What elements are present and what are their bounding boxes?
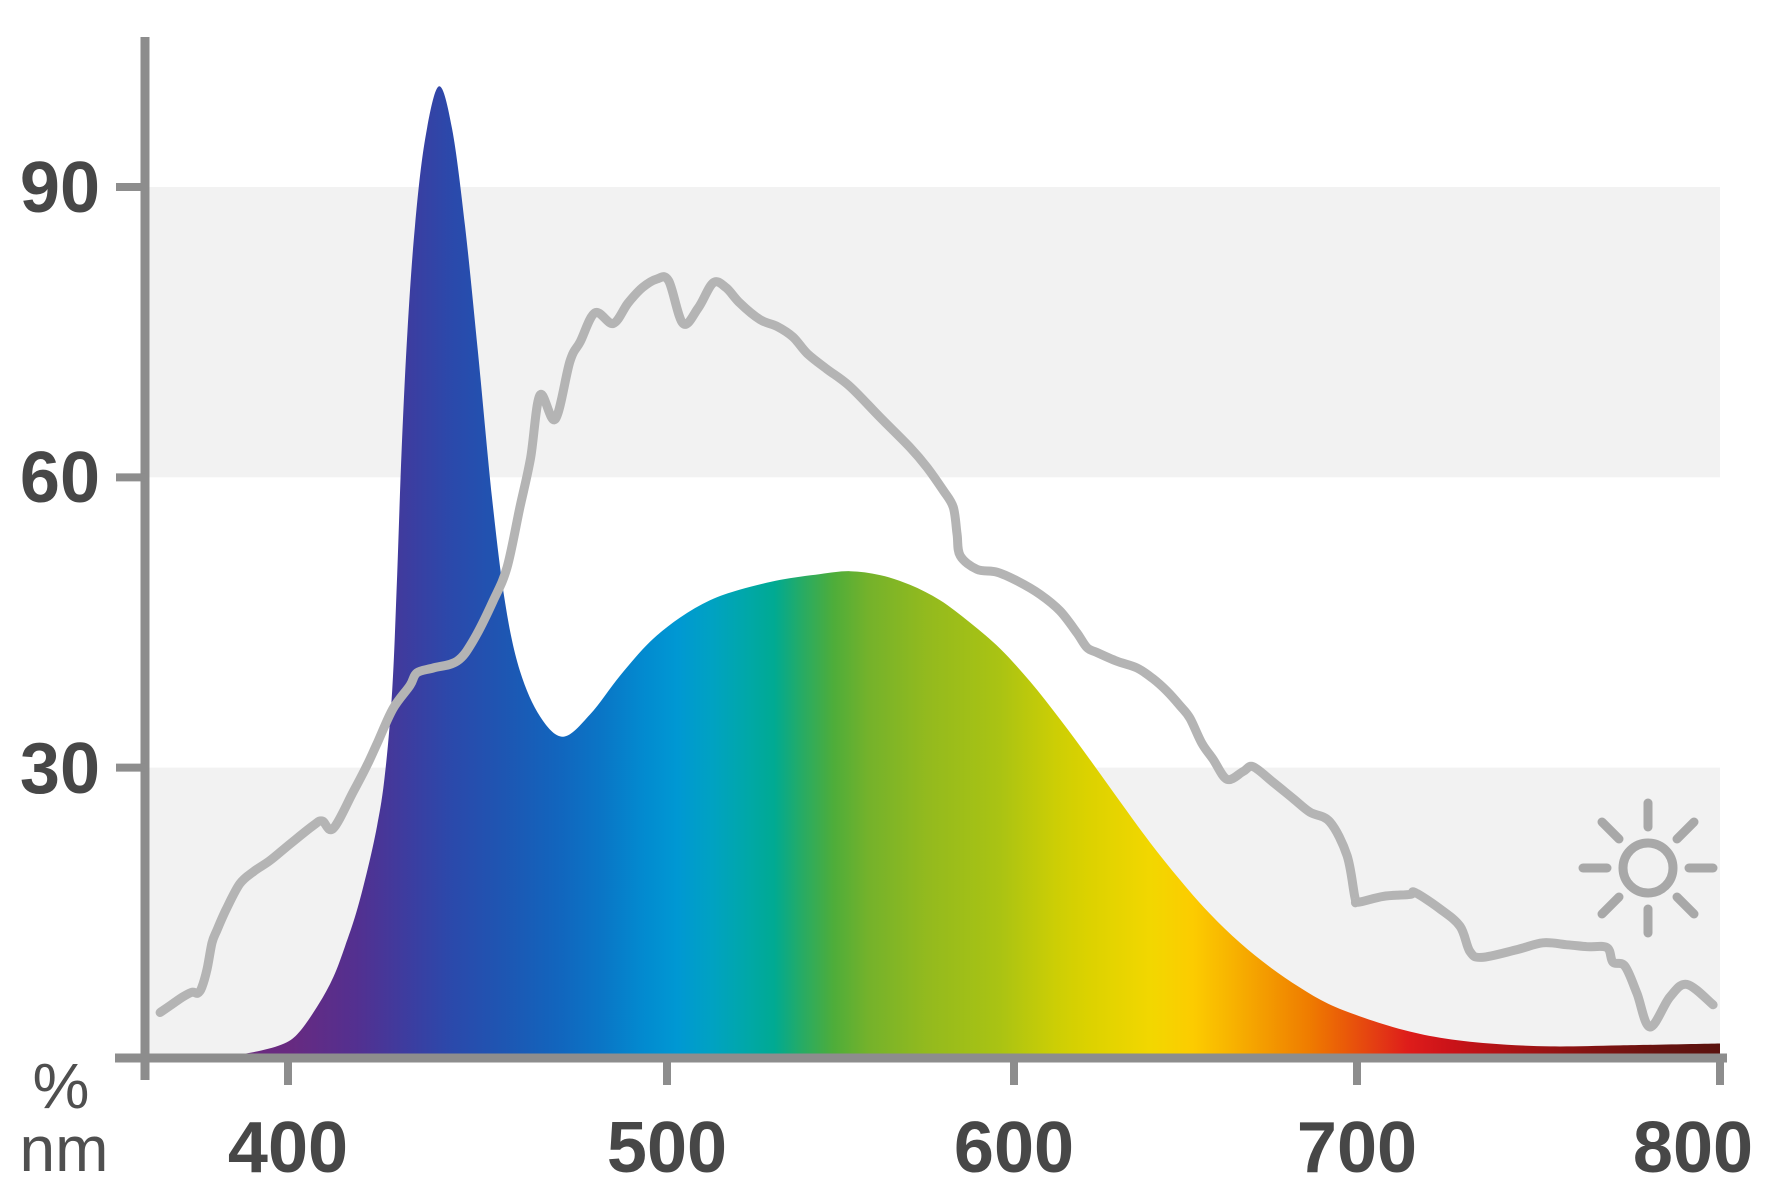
x-tick-label-800: 800 — [1633, 1108, 1753, 1188]
y-tick-label-90: 90 — [20, 148, 100, 228]
x-tick-label-700: 700 — [1297, 1108, 1417, 1188]
sun-core — [1618, 838, 1678, 898]
y-tick-label-60: 60 — [20, 438, 100, 518]
x-tick-label-600: 600 — [954, 1108, 1074, 1188]
sun-ray — [1597, 817, 1624, 844]
sun-ray — [1672, 892, 1699, 919]
daylight-curve — [155, 272, 1718, 1032]
y-tick-label-30: 30 — [20, 729, 100, 809]
x-axis-unit-label: nm — [19, 1113, 109, 1185]
sun-ray — [1597, 892, 1624, 919]
sun-ray — [1672, 817, 1699, 844]
led-spectrum-area — [145, 86, 1720, 1059]
y-axis-unit-label: % — [32, 1050, 90, 1122]
band-60-90 — [145, 187, 1720, 478]
x-tick-label-400: 400 — [228, 1108, 348, 1188]
x-tick-label-500: 500 — [607, 1108, 727, 1188]
sun-icon — [1578, 798, 1718, 938]
